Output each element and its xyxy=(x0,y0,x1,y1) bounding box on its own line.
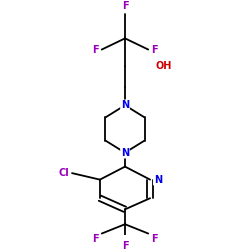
Text: N: N xyxy=(121,148,129,158)
Text: F: F xyxy=(151,234,158,243)
Text: F: F xyxy=(92,234,99,243)
Text: Cl: Cl xyxy=(58,168,69,178)
Text: F: F xyxy=(122,2,128,12)
Text: N: N xyxy=(154,175,162,185)
Text: F: F xyxy=(151,44,158,54)
Text: OH: OH xyxy=(156,61,172,71)
Text: N: N xyxy=(121,100,129,110)
Text: F: F xyxy=(122,241,128,250)
Text: F: F xyxy=(92,44,99,54)
